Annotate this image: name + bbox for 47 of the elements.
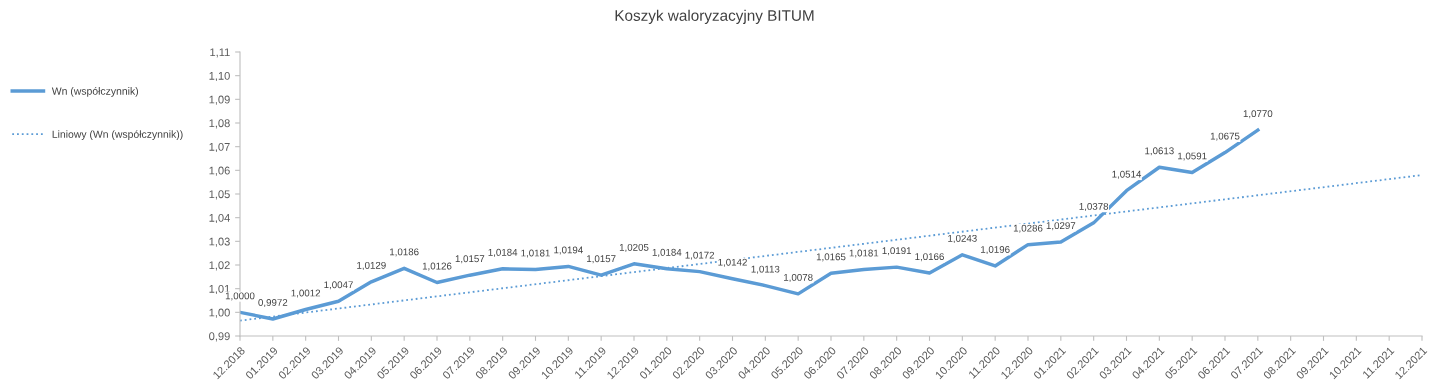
y-tick-label: 1,03 <box>209 237 230 247</box>
y-tick-label: 1,02 <box>209 261 230 271</box>
data-label: 1,0157 <box>455 255 485 264</box>
data-label: 1,0196 <box>981 246 1010 255</box>
data-label: 1,0378 <box>1079 202 1109 211</box>
data-label: 1,0194 <box>554 246 583 255</box>
data-label: 1,0126 <box>422 262 452 271</box>
data-label: 1,0181 <box>849 249 879 258</box>
y-tick-label: 1,06 <box>209 166 230 176</box>
data-label: 1,0142 <box>718 258 747 267</box>
y-tick-label: 1,10 <box>209 71 230 82</box>
chart-title: Koszyk waloryzacyjny BITUM <box>615 9 814 24</box>
data-label: 1,0297 <box>1046 222 1076 231</box>
y-tick-label: 1,05 <box>209 190 230 200</box>
data-label: 1,0191 <box>882 247 912 256</box>
legend-label: Wn (współczynnik) <box>51 86 138 97</box>
data-label: 1,0000 <box>225 292 255 301</box>
y-tick-label: 1,00 <box>209 308 230 318</box>
legend-label: Liniowy (Wn (współczynnik)) <box>52 130 183 140</box>
data-label: 1,0184 <box>652 248 682 257</box>
data-label: 1,0184 <box>488 248 518 257</box>
data-label: 1,0186 <box>390 248 419 257</box>
y-tick-label: 1,09 <box>209 95 230 105</box>
y-tick-label: 1,07 <box>209 142 230 153</box>
y-tick-label: 1,08 <box>209 119 230 129</box>
data-label: 1,0591 <box>1178 152 1207 161</box>
data-label: 1,0129 <box>357 261 386 270</box>
data-label: 0,9972 <box>258 299 288 308</box>
data-label: 1,0286 <box>1013 224 1043 233</box>
data-label: 1,0047 <box>324 281 353 290</box>
data-label: 1,0613 <box>1145 147 1174 156</box>
data-label: 1,0165 <box>816 253 846 262</box>
data-label: 1,0205 <box>619 243 649 252</box>
data-label: 1,0675 <box>1210 132 1240 141</box>
data-label: 1,0078 <box>784 273 813 282</box>
y-tick-label: 1,11 <box>210 48 230 58</box>
data-label: 1,0514 <box>1112 170 1142 179</box>
data-label: 1,0181 <box>521 249 550 258</box>
data-label: 1,0157 <box>587 255 616 264</box>
data-label: 1,0243 <box>948 234 977 243</box>
y-tick-label: 1,04 <box>209 213 230 224</box>
data-label: 1,0012 <box>291 289 321 298</box>
data-label: 1,0113 <box>751 265 780 274</box>
data-label: 1,0172 <box>685 251 715 260</box>
y-tick-label: 0,99 <box>209 332 230 342</box>
data-label: 1,0770 <box>1243 110 1273 119</box>
data-label: 1,0166 <box>915 253 944 262</box>
